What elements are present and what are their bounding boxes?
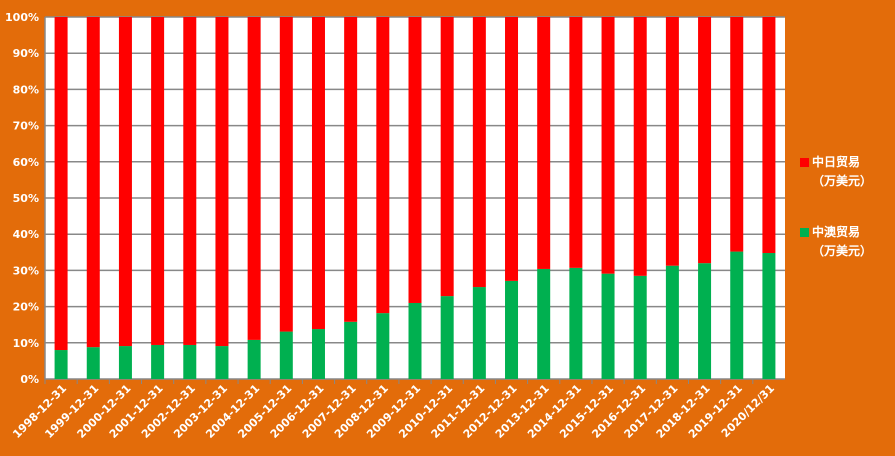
legend-unit: （万美元） [812,174,873,188]
y-tick-label: 90% [13,47,39,60]
bar-segment [151,17,165,345]
bar-segment [472,17,486,288]
bar-segment [86,17,100,348]
bar-segment [601,17,615,274]
bar-segment [344,321,358,379]
legend-unit: （万美元） [812,244,873,258]
bar-segment [505,280,519,379]
y-tick-label: 80% [13,83,39,96]
bar-segment [730,251,744,379]
bar-segment [569,267,583,379]
bar-segment [730,17,744,252]
bar-segment [86,347,100,379]
bar-segment [762,253,776,379]
bar-segment [633,17,647,276]
bar-segment [569,17,583,268]
bar-segment [698,263,712,379]
y-tick-label: 100% [5,11,39,24]
bar-segment [215,17,229,347]
bar-segment [279,331,293,379]
legend-item-japan: 中日贸易 （万美元） [800,153,872,191]
bar-segment [665,265,679,379]
bar-segment [505,17,519,281]
bar-segment [247,17,261,340]
bar-segment [440,17,454,297]
y-tick-label: 10% [13,337,39,350]
y-tick-label: 20% [13,301,39,314]
bar-segment [279,17,293,332]
bar-segment [537,268,551,379]
bar-segment [183,17,197,345]
bar-segment [762,17,776,254]
bar-segment [601,273,615,379]
bar-segment [408,17,422,303]
bar-segment [151,344,165,379]
legend-swatch-green [800,228,809,237]
bar-segment [633,275,647,379]
bar-segment [408,302,422,379]
bar-segment [472,287,486,379]
y-tick-label: 70% [13,120,39,133]
legend-item-australia: 中澳贸易 （万美元） [800,223,872,261]
legend-label: 中日贸易 [812,155,861,169]
bar-segment [118,17,132,347]
bar-segment [118,346,132,379]
bar-segment [54,17,68,351]
bar-segment [54,350,68,379]
legend-swatch-red [800,158,809,167]
bar-segment [376,17,390,314]
bar-segment [311,329,325,379]
bar-segment [311,17,325,330]
y-tick-label: 60% [13,156,39,169]
legend-label: 中澳贸易 [812,225,861,239]
bar-segment [698,17,712,264]
y-tick-label: 30% [13,264,39,277]
bar-segment [537,17,551,269]
y-tick-label: 50% [13,192,39,205]
bar-segment [247,339,261,379]
bar-segment [183,344,197,379]
bar-segment [215,346,229,379]
bar-segment [665,17,679,266]
bar-segment [376,313,390,379]
y-tick-label: 0% [20,373,39,386]
y-tick-label: 40% [13,228,39,241]
bar-segment [440,296,454,379]
bar-segment [344,17,358,322]
